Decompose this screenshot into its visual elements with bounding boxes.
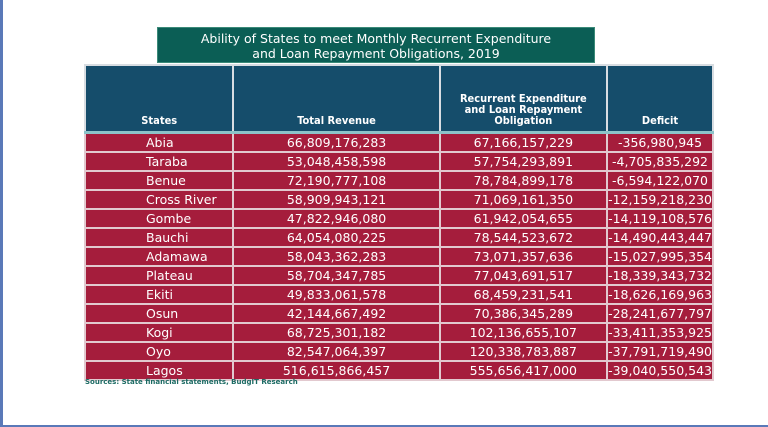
cell-state: Taraba (83, 151, 235, 172)
cell-state: Osun (83, 303, 235, 324)
cell-deficit: -14,490,443,447 (606, 227, 714, 248)
cell-state: Adamawa (83, 246, 235, 267)
table-title: Ability of States to meet Monthly Recurr… (157, 27, 595, 63)
cell-obligation: 73,071,357,636 (438, 246, 609, 267)
cell-deficit: -39,040,550,543 (606, 360, 714, 381)
cell-obligation: 78,544,523,672 (438, 227, 609, 248)
table-row: Kogi 68,725,301,182 102,136,655,107 -33,411… (83, 322, 714, 343)
cell-total-revenue: 82,547,064,397 (232, 341, 441, 362)
cell-state: Plateau (83, 265, 235, 286)
cell-total-revenue: 49,833,061,578 (232, 284, 441, 305)
cell-state: Cross River (83, 189, 235, 210)
cell-obligation: 67,166,157,229 (438, 131, 609, 153)
table-row: Lagos 516,615,866,457 555,656,417,000 -39,0… (83, 360, 714, 381)
cell-obligation: 68,459,231,541 (438, 284, 609, 305)
cell-state: Abia (83, 131, 235, 153)
cell-deficit: -33,411,353,925 (606, 322, 714, 343)
cell-obligation: 102,136,655,107 (438, 322, 609, 343)
header-deficit: Deficit (606, 64, 714, 134)
cell-total-revenue: 58,043,362,283 (232, 246, 441, 267)
cell-deficit: -15,027,995,354 (606, 246, 714, 267)
cell-state: Bauchi (83, 227, 235, 248)
cell-deficit: -356,980,945 (606, 131, 714, 153)
cell-deficit: -12,159,218,230 (606, 189, 714, 210)
table-row: Abia 66,809,176,283 67,166,157,229 -356,980… (83, 131, 714, 153)
cell-total-revenue: 68,725,301,182 (232, 322, 441, 343)
cell-total-revenue: 72,190,777,108 (232, 170, 441, 191)
cell-obligation: 57,754,293,891 (438, 151, 609, 172)
table-row: Gombe 47,822,946,080 61,942,054,655 -14,119… (83, 208, 714, 229)
cell-state: Kogi (83, 322, 235, 343)
cell-deficit: -28,241,677,797 (606, 303, 714, 324)
header-total-revenue: Total Revenue (232, 64, 441, 134)
header-obligation: Recurrent Expenditure and Loan Repayment… (438, 64, 609, 134)
cell-obligation: 70,386,345,289 (438, 303, 609, 324)
cell-obligation: 555,656,417,000 (438, 360, 609, 381)
table-row: Ekiti 49,833,061,578 68,459,231,541 -18,626… (83, 284, 714, 305)
table-row: Adamawa 58,043,362,283 73,071,357,636 -15,0… (83, 246, 714, 267)
table-row: Bauchi 64,054,080,225 78,544,523,672 -14,49… (83, 227, 714, 248)
header-row: States Total Revenue Recurrent Expenditu… (83, 64, 714, 134)
cell-total-revenue: 516,615,866,457 (232, 360, 441, 381)
cell-state: Benue (83, 170, 235, 191)
cell-deficit: -37,791,719,490 (606, 341, 714, 362)
cell-state: Oyo (83, 341, 235, 362)
cell-total-revenue: 58,704,347,785 (232, 265, 441, 286)
cell-deficit: -14,119,108,576 (606, 208, 714, 229)
table-row: Cross River 58,909,943,121 71,069,161,350-… (83, 189, 714, 210)
cell-state: Ekiti (83, 284, 235, 305)
cell-deficit: -18,626,169,963 (606, 284, 714, 305)
cell-obligation: 78,784,899,178 (438, 170, 609, 191)
cell-obligation: 120,338,783,887 (438, 341, 609, 362)
table-row: Oyo 82,547,064,397 120,338,783,887 -37,791,… (83, 341, 714, 362)
cell-obligation: 61,942,054,655 (438, 208, 609, 229)
title-line-1: Ability of States to meet Monthly Recurr… (200, 31, 552, 46)
table-row: Taraba 53,048,458,598 57,754,293,891 -4,705… (83, 151, 714, 172)
cell-obligation: 77,043,691,517 (438, 265, 609, 286)
source-note: Sources: State financial statements, Bud… (85, 378, 298, 386)
table-row: Osun 42,144,667,492 70,386,345,289 -28,241,… (83, 303, 714, 324)
cell-total-revenue: 53,048,458,598 (232, 151, 441, 172)
cell-total-revenue: 66,809,176,283 (232, 131, 441, 153)
cell-total-revenue: 47,822,946,080 (232, 208, 441, 229)
cell-state: Lagos (83, 360, 235, 381)
table-row: Benue 72,190,777,108 78,784,899,178 -6,594,… (83, 170, 714, 191)
cell-total-revenue: 58,909,943,121 (232, 189, 441, 210)
cell-deficit: -18,339,343,732 (606, 265, 714, 286)
cell-state: Gombe (83, 208, 235, 229)
table-row: Plateau 58,704,347,785 77,043,691,517 -18,3… (83, 265, 714, 286)
title-line-2: and Loan Repayment Obligations, 2019 (252, 46, 500, 61)
cell-deficit: -4,705,835,292 (606, 151, 714, 172)
cell-total-revenue: 64,054,080,225 (232, 227, 441, 248)
cell-total-revenue: 42,144,667,492 (232, 303, 441, 324)
header-states: States (83, 64, 235, 134)
deficit-table: States Total Revenue Recurrent Expenditu… (83, 64, 714, 381)
cell-deficit: -6,594,122,070 (606, 170, 714, 191)
cell-obligation: 71,069,161,350 (438, 189, 609, 210)
